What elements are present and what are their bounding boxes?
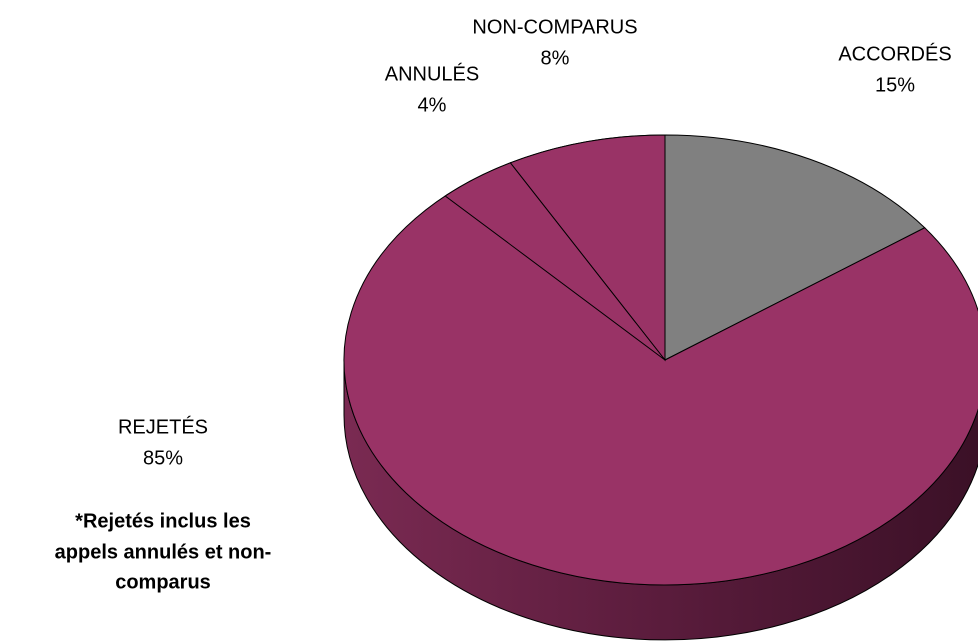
slice-label: ANNULÉS [385, 62, 479, 85]
annotation: appels annulés et non- [55, 541, 272, 563]
pie-sub-slice [509, 134, 666, 362]
slice-value-label: 85% [143, 447, 183, 469]
slice-label: NON-COMPARUS [472, 16, 637, 38]
annotation: *Rejetés inclus les [75, 510, 251, 532]
pie-slice [664, 134, 926, 361]
slice-value-label: 15% [875, 74, 915, 96]
pie-slice [343, 134, 978, 586]
slice-value-label: 4% [418, 94, 447, 116]
annotation: comparus [115, 571, 211, 593]
slice-label: ACCORDÉS [838, 42, 951, 65]
slice-value-label: 8% [541, 47, 570, 69]
slice-label: REJETÉS [118, 415, 208, 438]
pie-sub-slice [444, 162, 666, 361]
